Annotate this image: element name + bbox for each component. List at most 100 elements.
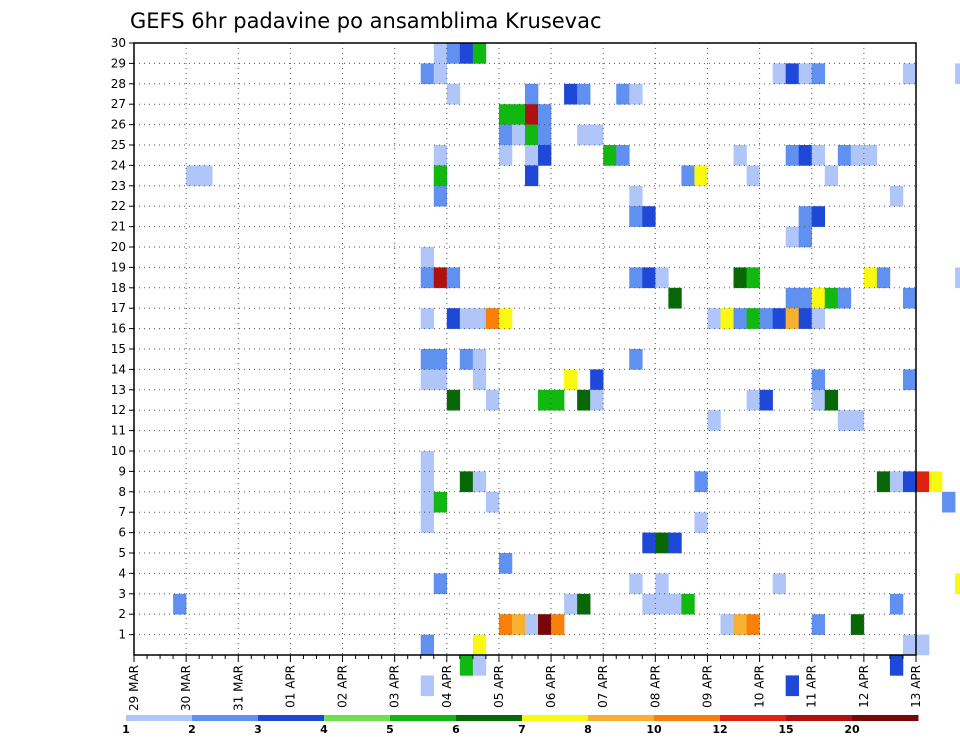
heatmap-cell [459,349,474,370]
heatmap-cell [642,532,656,554]
y-tick-label: 18 [111,281,126,295]
heatmap-cell [785,63,799,85]
heatmap-cell [785,287,799,309]
heatmap-cell [525,104,539,125]
heatmap-cell [433,573,448,595]
heatmap-cell [538,614,552,635]
heatmap-cell [472,471,487,493]
heatmap-cell [798,206,813,227]
x-tick-label: 03 APR [388,665,402,708]
heatmap-cell [433,63,448,85]
heatmap-cell [655,573,669,595]
legend-label: 20 [844,723,860,736]
x-tick-label: 29 MAR [127,665,141,711]
heatmap-cell [746,267,760,289]
heatmap-cell [538,389,552,411]
y-tick-label: 27 [111,97,126,111]
heatmap-cell [642,206,656,227]
heatmap-cell [433,145,448,166]
x-tick-label: 04 APR [440,665,454,708]
y-tick-label: 28 [111,77,126,91]
heatmap-cell [811,369,826,391]
heatmap-cell [798,226,813,248]
heatmap-cell [420,471,435,493]
heatmap-cell [837,145,852,166]
heatmap-cell [642,593,656,615]
heatmap-cell [811,614,826,635]
heatmap-cell [707,308,721,329]
heatmap-cell [824,389,839,411]
y-tick-label: 23 [111,179,126,193]
heatmap-cell [459,308,474,329]
heatmap-cell [459,43,474,64]
heatmap-cell [733,308,747,329]
heatmap-cell [420,308,435,329]
heatmap-cell [759,308,773,329]
heatmap-cell [629,573,643,595]
legend-label: 4 [320,723,328,736]
heatmap-cell [577,389,591,411]
x-tick-label: 11 APR [805,665,819,708]
heatmap-cell [629,185,643,207]
heatmap-cell [785,145,799,166]
heatmap-cell [564,369,578,391]
heatmap-cell [916,634,930,656]
heatmap-cell [733,145,747,166]
heatmap-cell [798,145,813,166]
heatmap-cell [811,145,826,166]
x-tick-label: 09 APR [700,665,714,708]
heatmap-cell [472,655,487,676]
heatmap-cell [498,124,513,146]
heatmap-cell [577,124,591,146]
heatmap-cell [902,63,917,85]
heatmap-cell [498,145,513,166]
heatmap-cell [538,104,552,125]
heatmap-cell [929,471,943,493]
y-tick-label: 14 [111,362,126,376]
heatmap-cell [942,491,956,513]
heatmap-cell [433,185,448,207]
x-tick-label: 30 MAR [179,665,193,711]
heatmap-cell [186,165,200,187]
heatmap-cell [785,675,799,697]
heatmap-cell [746,165,760,187]
x-tick-label: 01 APR [283,665,297,708]
heatmap-cell [616,83,630,105]
heatmap-cell [629,267,643,289]
heatmap-cell [824,287,839,309]
heatmap-cell [720,308,734,329]
heatmap-cell [420,491,435,513]
heatmap-cell [472,634,487,656]
heatmap-cell [564,593,578,615]
heatmap-cell [798,63,813,85]
heatmap-cell [629,206,643,227]
color-legend: 1 2 3 4 5 6 7 8 10 12 15 20 [122,715,919,736]
legend-swatch [786,715,853,721]
heatmap-cell [525,165,539,187]
heatmap-cell [498,308,513,329]
y-tick-label: 9 [118,464,126,478]
y-tick-label: 16 [111,322,126,336]
y-tick-label: 30 [111,36,126,50]
heatmap-cell [772,573,786,595]
heatmap-cell [694,512,708,533]
heatmap-cell [199,165,213,187]
y-tick-label: 21 [111,220,126,234]
legend-label: 7 [518,723,526,736]
heatmap-cell [902,471,917,493]
x-tick-label: 07 APR [596,665,610,708]
heatmap-cell [668,532,682,554]
heatmap-cell [733,614,747,635]
y-tick-label: 1 [118,628,126,642]
heatmap-cell [759,389,773,411]
heatmap-cell [785,308,799,329]
heatmap-cell [955,573,960,595]
heatmap-cell [551,389,565,411]
heatmap-cell [798,287,813,309]
heatmap-cell [629,349,643,370]
heatmap-cell [603,145,617,166]
x-tick-label: 05 APR [492,665,506,708]
heatmap-cell [590,389,604,411]
heatmap-cell [446,267,461,289]
heatmap-cell [446,308,461,329]
